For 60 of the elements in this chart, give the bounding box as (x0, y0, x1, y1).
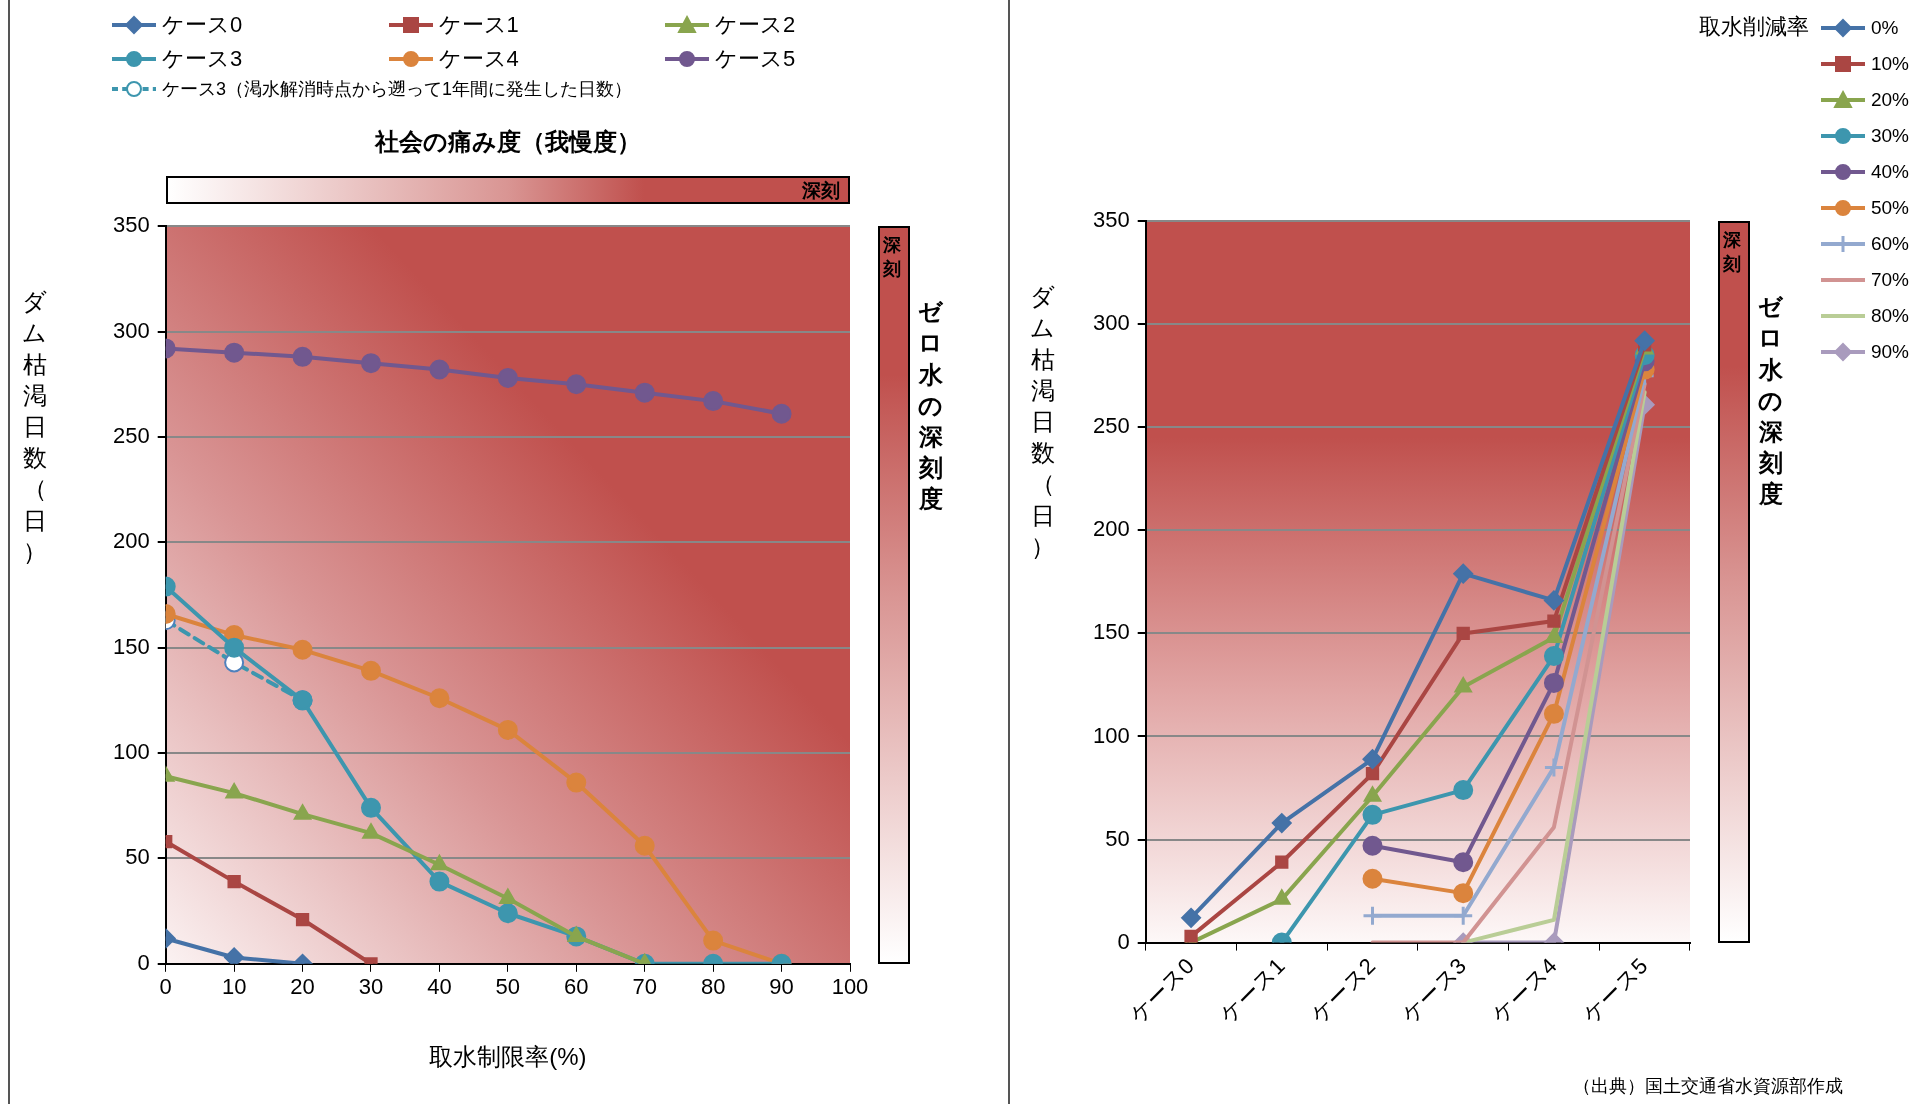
y-tick-label: 350 (1092, 207, 1130, 233)
x-axis-title: 取水制限率(%) (429, 1043, 587, 1071)
legend-label: 20% (1870, 89, 1909, 111)
y-tick-label: 150 (1092, 619, 1130, 645)
legend-label: ケース0 (162, 11, 243, 39)
y-tick-label: 50 (1105, 825, 1130, 851)
text: （出典）国土交通省水資源部作成 (1573, 1075, 1843, 1098)
x-tick-label: 60 (564, 974, 589, 1000)
legend-label: ケース2 (715, 11, 796, 39)
x-tick-label: ケース0 (1124, 953, 1199, 1028)
x-tick-label: 10 (221, 974, 247, 1000)
x-tick-label: 100 (831, 974, 869, 1000)
y-tick-label: 300 (112, 317, 150, 343)
legend-label: ケース3 (162, 45, 243, 73)
x-tick-label: ケース5 (1578, 953, 1653, 1028)
text: 深刻 (802, 179, 840, 204)
legend-label: 90% (1870, 341, 1909, 363)
text: ゼロ水の深刻度 (918, 297, 944, 515)
y-tick-label: 250 (112, 423, 150, 449)
legend-label: 40% (1870, 161, 1909, 183)
y-tick-label: 150 (112, 633, 150, 659)
legend-label: 30% (1870, 125, 1909, 147)
y-tick-label: 50 (125, 844, 150, 870)
y-tick-label: 200 (1092, 516, 1130, 542)
legend-label: 0% (1870, 17, 1899, 39)
legend-label: 60% (1870, 233, 1909, 255)
x-tick-label: ケース2 (1305, 953, 1381, 1028)
x-tick-label: 30 (358, 974, 384, 1000)
y-tick-label: 300 (1092, 310, 1130, 336)
y-tick-label: 250 (1092, 413, 1130, 439)
y-tick-label: 100 (1092, 722, 1130, 748)
text: 深刻 (1723, 229, 1742, 276)
chart-title: 社会の痛み度（我慢度） (373, 127, 642, 158)
legend-label: ケース1 (438, 11, 519, 39)
x-tick-label: 40 (427, 974, 452, 1000)
x-tick-label: 20 (290, 974, 315, 1000)
legend-label: ケース3（渇水解消時点から遡って1年間に発生した日数） (162, 78, 633, 101)
text: ゼロ水の深刻度 (1758, 292, 1784, 510)
legend-title: 取水削減率 (1698, 13, 1809, 41)
x-tick-label: ケース1 (1215, 953, 1290, 1028)
x-tick-label: 50 (495, 974, 521, 1000)
x-tick-label: ケース3 (1396, 953, 1472, 1028)
text: ダム枯渇日数（日） (1030, 283, 1056, 560)
legend-label: ケース4 (438, 45, 519, 73)
x-tick-label: 70 (632, 974, 657, 1000)
y-tick-label: 200 (112, 528, 150, 554)
y-tick-label: 100 (112, 739, 150, 765)
x-tick-label: 80 (700, 974, 726, 1000)
x-tick-label: ケース4 (1487, 953, 1562, 1028)
x-tick-label: 90 (769, 974, 794, 1000)
x-tick-label: 0 (159, 974, 172, 1000)
legend-label: 10% (1870, 53, 1909, 75)
legend-label: 80% (1870, 305, 1909, 327)
text: ダム枯渇日数（日） (22, 288, 48, 565)
y-tick-label: 0 (1117, 928, 1130, 954)
text: 深刻 (883, 234, 902, 281)
y-tick-label: 350 (112, 212, 150, 238)
legend-label: 50% (1870, 197, 1909, 219)
legend-label: ケース5 (715, 45, 796, 73)
legend-label: 70% (1870, 269, 1909, 291)
